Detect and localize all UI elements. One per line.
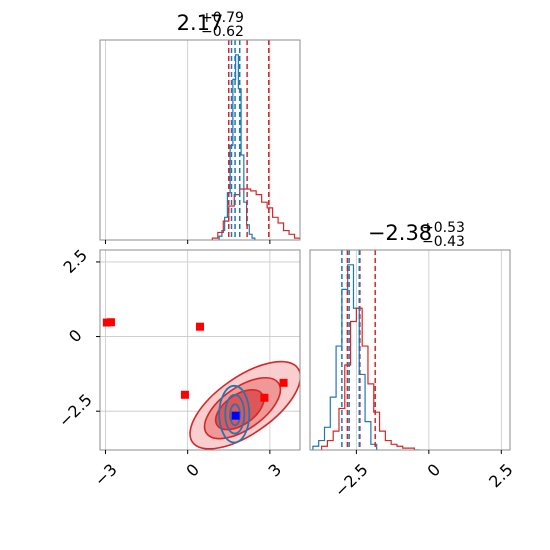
y-tick-label: 2.5	[60, 246, 91, 277]
panel-bottom-left: −3 0 3 −2.5 0 2.5	[55, 246, 301, 490]
title-plus-error: +0.79	[201, 10, 244, 26]
panel-bottom-right: −2.5 0 2.5 −2.38 +0.53 −0.43	[309, 220, 517, 501]
quantiles-bottom-right	[341, 250, 376, 450]
contours-bottom-left	[189, 360, 300, 450]
grid-bottom-left	[100, 250, 300, 450]
x-tick-label: 0	[182, 460, 203, 481]
title-bottom-right: −2.38	[368, 221, 432, 245]
title-value: 2.17	[177, 11, 224, 35]
blue-contour	[224, 393, 246, 435]
x-tick-label: 0	[424, 460, 445, 481]
red-square-marker	[106, 318, 115, 327]
red-square-marker	[260, 393, 269, 402]
blue-square-marker	[231, 411, 240, 420]
title-value: −2.38	[368, 221, 432, 245]
title-minus-error: −0.62	[201, 24, 244, 40]
red-square-marker	[102, 318, 111, 327]
grid-bottom-right	[355, 250, 502, 450]
markers-bottom-left	[102, 318, 288, 420]
ticks-bottom-right: −2.5 0 2.5	[331, 450, 517, 501]
blue-contour	[229, 403, 241, 427]
red-square-marker	[196, 322, 204, 331]
x-tick-label: 2.5	[485, 460, 516, 491]
title-minus-error: −0.43	[422, 234, 465, 250]
x-tick-label: −2.5	[331, 460, 372, 501]
histogram-series	[211, 188, 300, 240]
title-plus-error: +0.53	[422, 220, 465, 236]
x-tick-label: 3	[265, 460, 286, 481]
ticks-top-left	[104, 240, 271, 244]
panel-top-left: 2.17 +0.79 −0.62	[99, 10, 301, 244]
x-tick-label: −3	[91, 460, 121, 490]
axis-frame-bottom-right	[309, 249, 511, 451]
histogram-series	[312, 264, 378, 450]
histograms-bottom-right	[312, 264, 421, 450]
histograms-top-left	[211, 54, 300, 240]
axis-frame-bottom-left	[99, 249, 301, 451]
blue-contour	[218, 384, 251, 444]
y-tick-label: −2.5	[55, 390, 96, 431]
axis-frame-top-left	[99, 39, 301, 241]
title-top-left: 2.17	[177, 11, 224, 35]
red-square-marker	[279, 378, 288, 387]
histogram-series	[218, 54, 256, 240]
quantiles-top-left	[228, 40, 270, 240]
y-tick-label: 0	[65, 326, 86, 347]
red-square-marker	[180, 390, 189, 399]
ticks-bottom-left: −3 0 3 −2.5 0 2.5	[55, 246, 285, 490]
histogram-series	[320, 307, 421, 450]
grid-top-left	[105, 40, 271, 240]
